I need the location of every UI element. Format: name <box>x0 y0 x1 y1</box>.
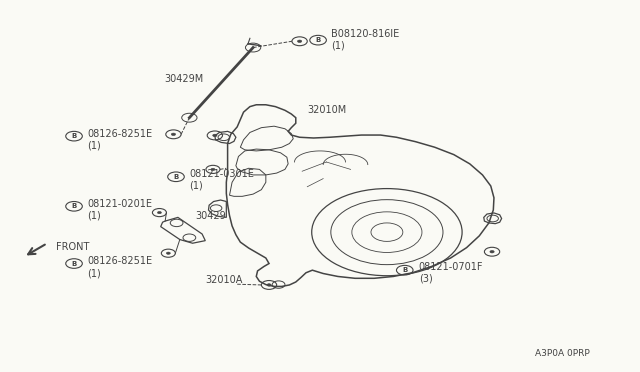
Text: B08120-816lE
(1): B08120-816lE (1) <box>332 29 400 51</box>
Circle shape <box>490 250 494 253</box>
Text: 08126-8251E
(1): 08126-8251E (1) <box>88 129 152 151</box>
Text: B: B <box>402 267 408 273</box>
Circle shape <box>166 252 170 254</box>
Circle shape <box>157 211 161 214</box>
Circle shape <box>211 168 215 170</box>
Text: B: B <box>72 260 77 266</box>
Text: B: B <box>72 203 77 209</box>
Text: 08121-0301E
(1): 08121-0301E (1) <box>189 169 254 190</box>
Text: A3P0A 0PRP: A3P0A 0PRP <box>535 350 589 359</box>
Text: 32010M: 32010M <box>307 105 346 115</box>
Text: 32010A: 32010A <box>205 275 243 285</box>
Text: B: B <box>316 37 321 43</box>
Circle shape <box>267 284 271 286</box>
Circle shape <box>298 40 301 42</box>
Text: 30429: 30429 <box>196 211 227 221</box>
Circle shape <box>212 134 217 137</box>
Circle shape <box>172 133 175 135</box>
Text: B: B <box>173 174 179 180</box>
Text: 08121-0201E
(1): 08121-0201E (1) <box>88 199 152 221</box>
Text: 08121-0701F
(3): 08121-0701F (3) <box>419 262 483 283</box>
Text: 30429M: 30429M <box>164 74 203 84</box>
Text: 08126-8251E
(1): 08126-8251E (1) <box>88 256 152 278</box>
Text: B: B <box>72 133 77 139</box>
Text: FRONT: FRONT <box>56 242 89 252</box>
